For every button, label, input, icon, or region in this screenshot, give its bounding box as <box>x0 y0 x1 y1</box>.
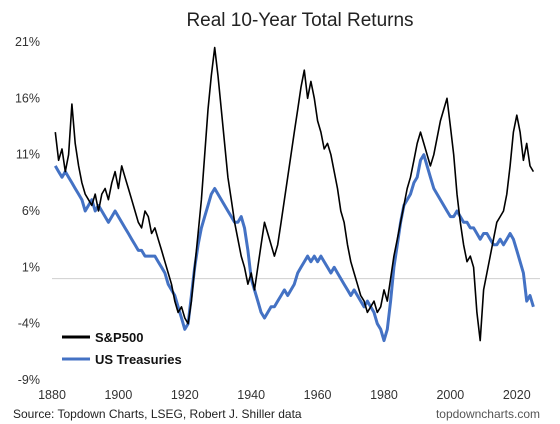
x-tick-label: 2000 <box>436 388 464 402</box>
x-tick-label: 1920 <box>171 388 199 402</box>
y-tick-label: 21% <box>15 35 40 49</box>
x-tick-label: 1980 <box>370 388 398 402</box>
y-tick-label: 1% <box>22 260 40 274</box>
x-tick-label: 1880 <box>38 388 66 402</box>
series-lines <box>54 46 535 343</box>
y-tick-label: 6% <box>22 204 40 218</box>
chart-title: Real 10-Year Total Returns <box>186 10 413 31</box>
x-axis-ticks: 1880 1900 1920 1940 1960 1980 2000 2020 <box>38 388 531 402</box>
y-tick-label: -9% <box>18 373 40 387</box>
y-axis-ticks: 21% 16% 11% 6% 1% -4% -9% <box>15 35 40 387</box>
legend-label-sp500: S&P500 <box>95 330 143 345</box>
legend-label-treasuries: US Treasuries <box>95 352 182 367</box>
x-tick-label: 2020 <box>503 388 531 402</box>
y-tick-label: 16% <box>15 91 40 105</box>
source-note: Source: Topdown Charts, LSEG, Robert J. … <box>13 407 302 421</box>
legend: S&P500 US Treasuries <box>62 330 182 367</box>
y-tick-label: 11% <box>16 148 40 162</box>
brand-label: topdowncharts.com <box>436 407 540 421</box>
y-tick-label: -4% <box>18 317 40 331</box>
x-tick-label: 1960 <box>304 388 332 402</box>
series-line-sp500 <box>54 46 535 342</box>
series-line-treasuries <box>54 153 535 343</box>
x-tick-label: 1900 <box>104 388 132 402</box>
x-tick-label: 1940 <box>237 388 265 402</box>
